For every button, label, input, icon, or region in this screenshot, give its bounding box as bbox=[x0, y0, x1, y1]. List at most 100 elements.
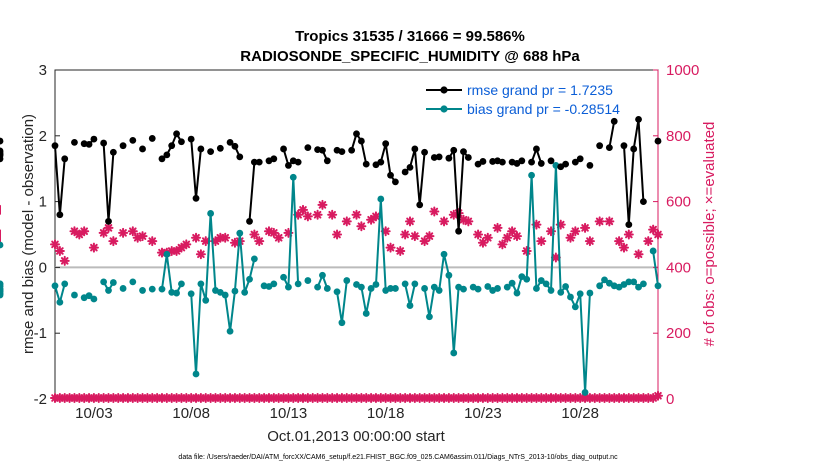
rmse-point bbox=[464, 154, 472, 161]
bias-point bbox=[367, 285, 375, 292]
bias-point bbox=[484, 283, 492, 290]
obs-count-point bbox=[147, 236, 158, 247]
right-tick-label: 400 bbox=[666, 259, 691, 276]
obs-count-point bbox=[584, 236, 595, 247]
rmse-point bbox=[576, 155, 584, 163]
bias-point bbox=[289, 173, 297, 181]
rmse-point bbox=[56, 211, 64, 219]
bias-point bbox=[586, 289, 594, 297]
bias-point bbox=[362, 310, 370, 317]
rmse-point bbox=[635, 115, 642, 123]
bias-point bbox=[221, 291, 229, 299]
bias-point bbox=[226, 327, 234, 335]
bias-point bbox=[547, 287, 555, 294]
obs-count-point bbox=[88, 242, 99, 253]
bias-point bbox=[250, 255, 258, 263]
obs-count-point bbox=[195, 249, 206, 260]
rmse-point bbox=[61, 155, 69, 163]
bias-point bbox=[207, 210, 215, 217]
rmse-point bbox=[226, 138, 234, 146]
bias-point bbox=[192, 370, 200, 378]
x-tick-label: 10/23 bbox=[464, 405, 502, 422]
obs-count-point bbox=[633, 249, 644, 260]
bias-point bbox=[231, 287, 239, 295]
bias-point bbox=[654, 282, 662, 290]
bias-point bbox=[56, 298, 64, 306]
obs-count-point bbox=[570, 226, 581, 237]
rmse-point bbox=[630, 145, 638, 153]
bias-point bbox=[625, 278, 633, 286]
obs-count-point bbox=[521, 245, 532, 256]
obs-count-point bbox=[594, 216, 605, 227]
rmse-point bbox=[246, 217, 253, 225]
obs-count-point bbox=[351, 209, 362, 220]
x-tick-label: 10/13 bbox=[270, 405, 308, 422]
bias-point bbox=[158, 285, 166, 293]
obs-count-point bbox=[370, 211, 381, 222]
rmse-point bbox=[51, 142, 59, 150]
bias-point bbox=[377, 195, 385, 203]
obs-count-point bbox=[249, 229, 260, 240]
bias-point bbox=[392, 285, 399, 292]
left-axis: -2 -1 0 1 2 3 bbox=[34, 62, 60, 408]
rmse-point bbox=[401, 168, 409, 176]
rmse-point bbox=[139, 145, 146, 153]
obs-count-point bbox=[332, 229, 343, 240]
bias-point bbox=[576, 290, 584, 298]
rmse-point bbox=[411, 145, 419, 153]
bias-point bbox=[0, 290, 4, 298]
bias-point bbox=[90, 295, 98, 303]
rmse-point bbox=[119, 142, 127, 150]
obs-count-point bbox=[366, 214, 377, 225]
obs-count-point bbox=[191, 232, 202, 243]
legend-bias-marker bbox=[440, 105, 448, 113]
rmse-point bbox=[353, 130, 360, 138]
obs-count-point bbox=[604, 216, 615, 227]
rmse-point bbox=[445, 154, 453, 162]
obs-count-point bbox=[643, 236, 654, 247]
bias-point bbox=[440, 250, 448, 258]
bias-point bbox=[139, 287, 146, 294]
rmse-point bbox=[382, 140, 390, 148]
rmse-point bbox=[158, 155, 166, 163]
rmse-point bbox=[168, 142, 176, 150]
bias-point bbox=[411, 280, 419, 288]
obs-count-point bbox=[137, 231, 148, 242]
bias-point bbox=[581, 389, 589, 396]
legend-rmse-label: rmse grand pr = 1.7235 bbox=[467, 82, 613, 98]
legend: rmse grand pr = 1.7235 bias grand pr = -… bbox=[426, 82, 620, 117]
rmse-point bbox=[362, 160, 370, 168]
y-axis-right-label: # of obs: o=possible; ×=evaluated bbox=[701, 122, 718, 347]
bias-point bbox=[435, 287, 443, 294]
bias-point bbox=[241, 289, 249, 296]
bias-point bbox=[426, 313, 433, 321]
bias-point bbox=[445, 271, 453, 279]
bias-point bbox=[494, 285, 501, 292]
bias-point bbox=[421, 285, 428, 292]
obs-count-point bbox=[312, 209, 323, 220]
y-axis-left-label: rmse and bias (model - observation) bbox=[20, 114, 37, 354]
obs-count-point bbox=[385, 242, 396, 253]
x-axis: 10/03 10/08 10/13 10/18 10/23 10/28 bbox=[75, 394, 599, 422]
rmse-point bbox=[236, 153, 244, 161]
bias-point bbox=[474, 285, 482, 293]
obs-count-point bbox=[54, 245, 65, 256]
rmse-point bbox=[323, 157, 331, 165]
bias-point bbox=[387, 285, 394, 292]
obs-count-point bbox=[220, 232, 231, 243]
rmse-point bbox=[406, 163, 414, 171]
left-tick-label: 1 bbox=[39, 194, 47, 211]
bias-point bbox=[528, 171, 535, 179]
bias-point bbox=[0, 280, 4, 288]
obs-count-point bbox=[439, 216, 450, 227]
rmse-line-segment bbox=[608, 121, 616, 148]
rmse-point bbox=[460, 148, 467, 155]
rmse-point bbox=[90, 135, 98, 143]
bias-line-segment bbox=[652, 250, 659, 286]
bias-point bbox=[319, 271, 326, 279]
plot-area bbox=[54, 69, 659, 400]
bias-point bbox=[323, 285, 331, 292]
obs-count-point bbox=[614, 236, 625, 247]
obs-count-point bbox=[400, 229, 411, 240]
obs-count-point bbox=[565, 232, 576, 243]
